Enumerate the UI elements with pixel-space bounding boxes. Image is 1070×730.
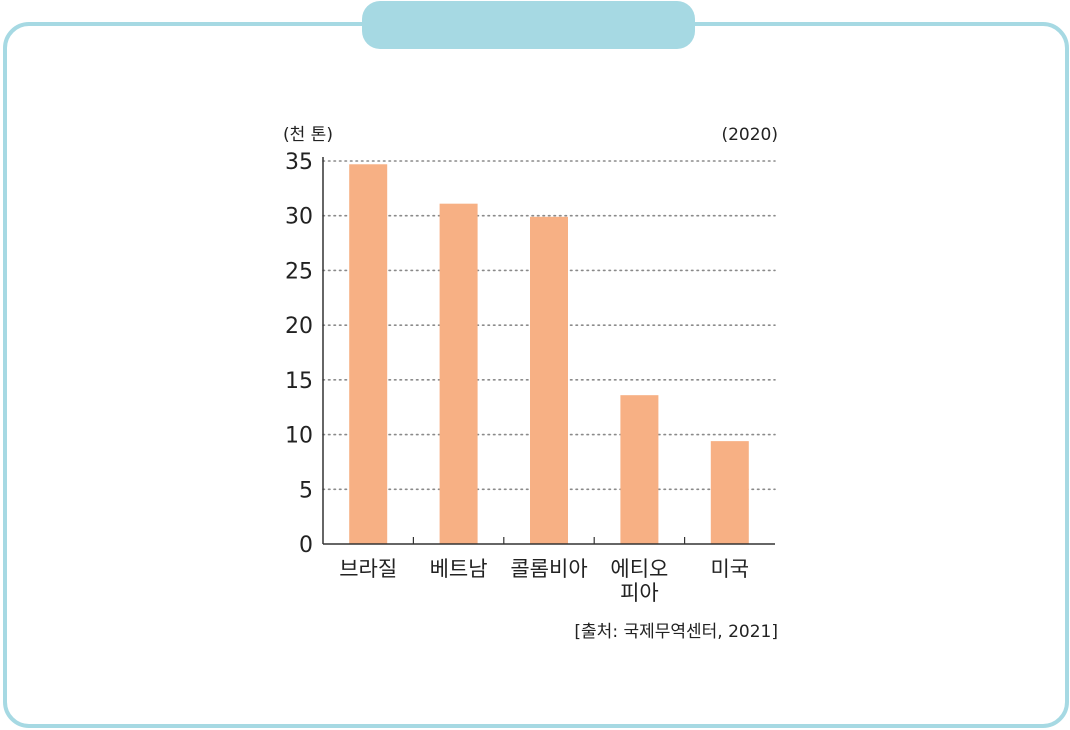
year-label: (2020) [721, 125, 778, 145]
bar-2 [530, 216, 568, 544]
x-label-1: 베트남 [430, 557, 488, 581]
y-tick-5: 5 [299, 478, 313, 503]
x-label-3-line2: 피아 [620, 581, 659, 605]
axes [322, 157, 775, 545]
y-unit-label: (천 톤) [283, 125, 333, 145]
source-note: [출처: 국제무역센터, 2021] [574, 622, 778, 642]
y-tick-0: 0 [299, 533, 313, 558]
bars [349, 164, 749, 545]
y-tick-10: 10 [285, 424, 313, 449]
bar-0 [349, 164, 388, 545]
y-tick-labels: 0 5 10 15 20 25 30 35 [285, 150, 313, 558]
y-tick-30: 30 [285, 205, 313, 230]
y-tick-15: 15 [285, 369, 313, 394]
x-label-4: 미국 [710, 557, 749, 581]
x-label-3: 에티오 [610, 557, 668, 581]
bar-4 [710, 441, 749, 544]
y-tick-20: 20 [285, 314, 313, 339]
y-tick-35: 35 [285, 150, 313, 175]
bar-1 [439, 203, 478, 545]
title-tab [362, 1, 695, 49]
y-tick-25: 25 [285, 259, 313, 284]
bar-3 [620, 395, 659, 544]
x-label-0: 브라질 [339, 557, 397, 581]
x-label-2: 콜롬비아 [510, 557, 587, 581]
